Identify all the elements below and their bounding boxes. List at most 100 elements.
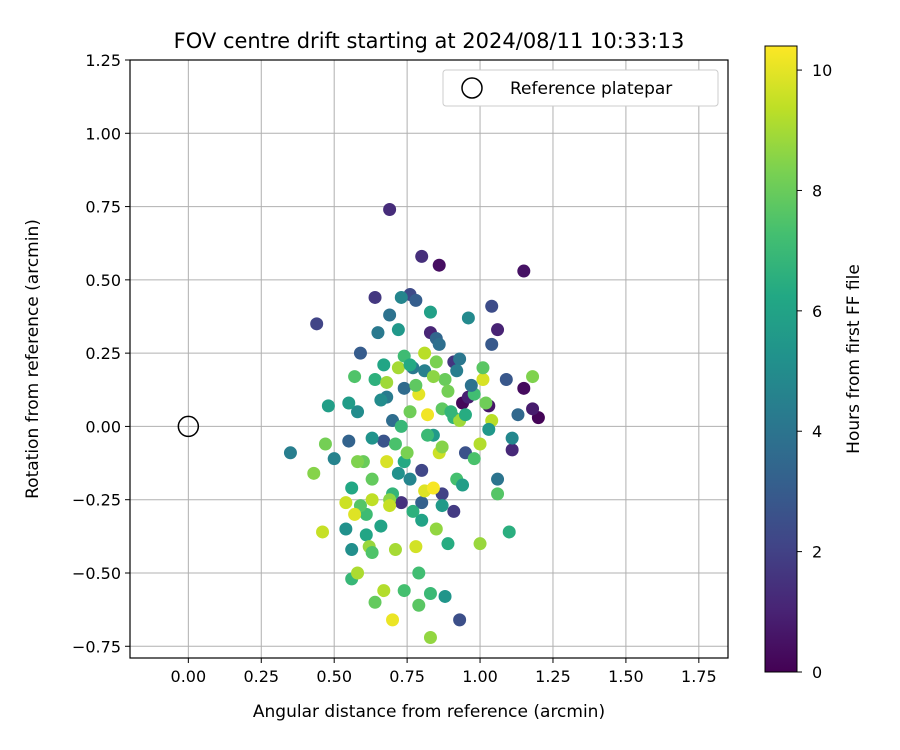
data-point [351,566,365,580]
x-tick-label: 0.25 [243,667,279,686]
data-point [327,452,341,466]
data-point [476,373,490,387]
colorbar: 0 2 4 6 8 10 Hours from first FF file [764,45,864,682]
colorbar-ticks: 0 2 4 6 8 10 [797,61,832,682]
data-point [432,258,446,272]
x-tick-label: 1.00 [462,667,498,686]
data-point [412,598,426,612]
data-point [485,337,499,351]
legend-box [442,69,719,107]
plot-frame [129,59,729,659]
data-point [409,378,423,392]
data-point [415,249,429,263]
data-point [406,504,420,518]
data-point [453,613,467,627]
data-point [365,472,379,486]
data-point [374,393,388,407]
data-point [397,584,411,598]
data-point [321,399,335,413]
data-point [388,543,402,557]
data-point [435,499,449,513]
colorbar-gradient [764,45,798,673]
data-point [438,589,452,603]
data-point [403,472,417,486]
data-point [383,499,397,513]
reference-platepar-marker [177,415,200,438]
data-point [464,378,478,392]
data-point [423,587,437,601]
data-point [377,434,391,448]
data-point [394,419,408,433]
data-point [473,537,487,551]
data-point [365,545,379,559]
data-point [415,463,429,477]
data-point [444,405,458,419]
data-point [441,384,455,398]
legend: Reference platepar [442,69,719,107]
data-point [476,361,490,375]
data-point [499,373,513,387]
data-point [351,455,365,469]
x-axis-label: Angular distance from reference (arcmin) [253,702,605,722]
colorbar-tick-label: 2 [812,543,822,562]
y-tick-label: 1.00 [85,124,121,143]
data-point [397,381,411,395]
y-tick-label: 1.25 [85,51,121,70]
data-point [505,431,519,445]
data-point [383,308,397,322]
y-tick-label: −0.25 [72,491,121,510]
data-point [426,481,440,495]
data-point [491,487,505,501]
data-point [461,311,475,325]
data-point [368,290,382,304]
data-point [383,203,397,216]
data-point [415,513,429,527]
plot-area [130,60,728,658]
y-tick-label: 0.25 [85,344,121,363]
data-point [458,408,472,422]
data-point [418,346,432,360]
y-axis-ticks: −0.75 −0.50 −0.25 0.00 0.25 0.50 0.75 1.00 1.25 [72,51,130,656]
data-point [365,493,379,507]
data-point [394,496,408,510]
colorbar-tick-label: 0 [812,663,822,682]
data-point [342,434,356,448]
x-tick-label: 0.00 [171,667,207,686]
data-point [316,525,330,539]
colorbar-tick-label: 6 [812,302,822,321]
data-point [403,358,417,372]
data-point [365,431,379,445]
data-point [368,373,382,387]
colorbar-label: Hours from first FF file [844,264,864,454]
data-point [391,466,405,480]
x-tick-label: 1.75 [681,667,717,686]
data-point [421,408,435,422]
data-point [348,370,362,384]
data-point [377,358,391,372]
data-point [391,323,405,337]
data-point [421,428,435,442]
data-point [485,299,499,313]
chart-title: FOV centre drift starting at 2024/08/11 … [174,29,685,53]
data-point [339,496,353,510]
data-point [386,613,400,627]
data-point [447,504,461,518]
data-point [368,595,382,609]
data-point [400,446,414,460]
data-point [438,373,452,387]
data-point [423,630,437,644]
colorbar-tick-label: 8 [812,181,822,200]
data-point [526,370,540,384]
data-point [403,405,417,419]
y-tick-label: −0.75 [72,637,121,656]
data-point [345,543,359,557]
data-point [491,472,505,486]
legend-label: Reference platepar [510,79,672,99]
colorbar-tick-label: 4 [812,422,822,441]
data-point [429,355,443,369]
data-point [467,452,481,466]
data-point [450,364,464,378]
x-tick-label: 1.50 [608,667,644,686]
data-point [339,522,353,536]
